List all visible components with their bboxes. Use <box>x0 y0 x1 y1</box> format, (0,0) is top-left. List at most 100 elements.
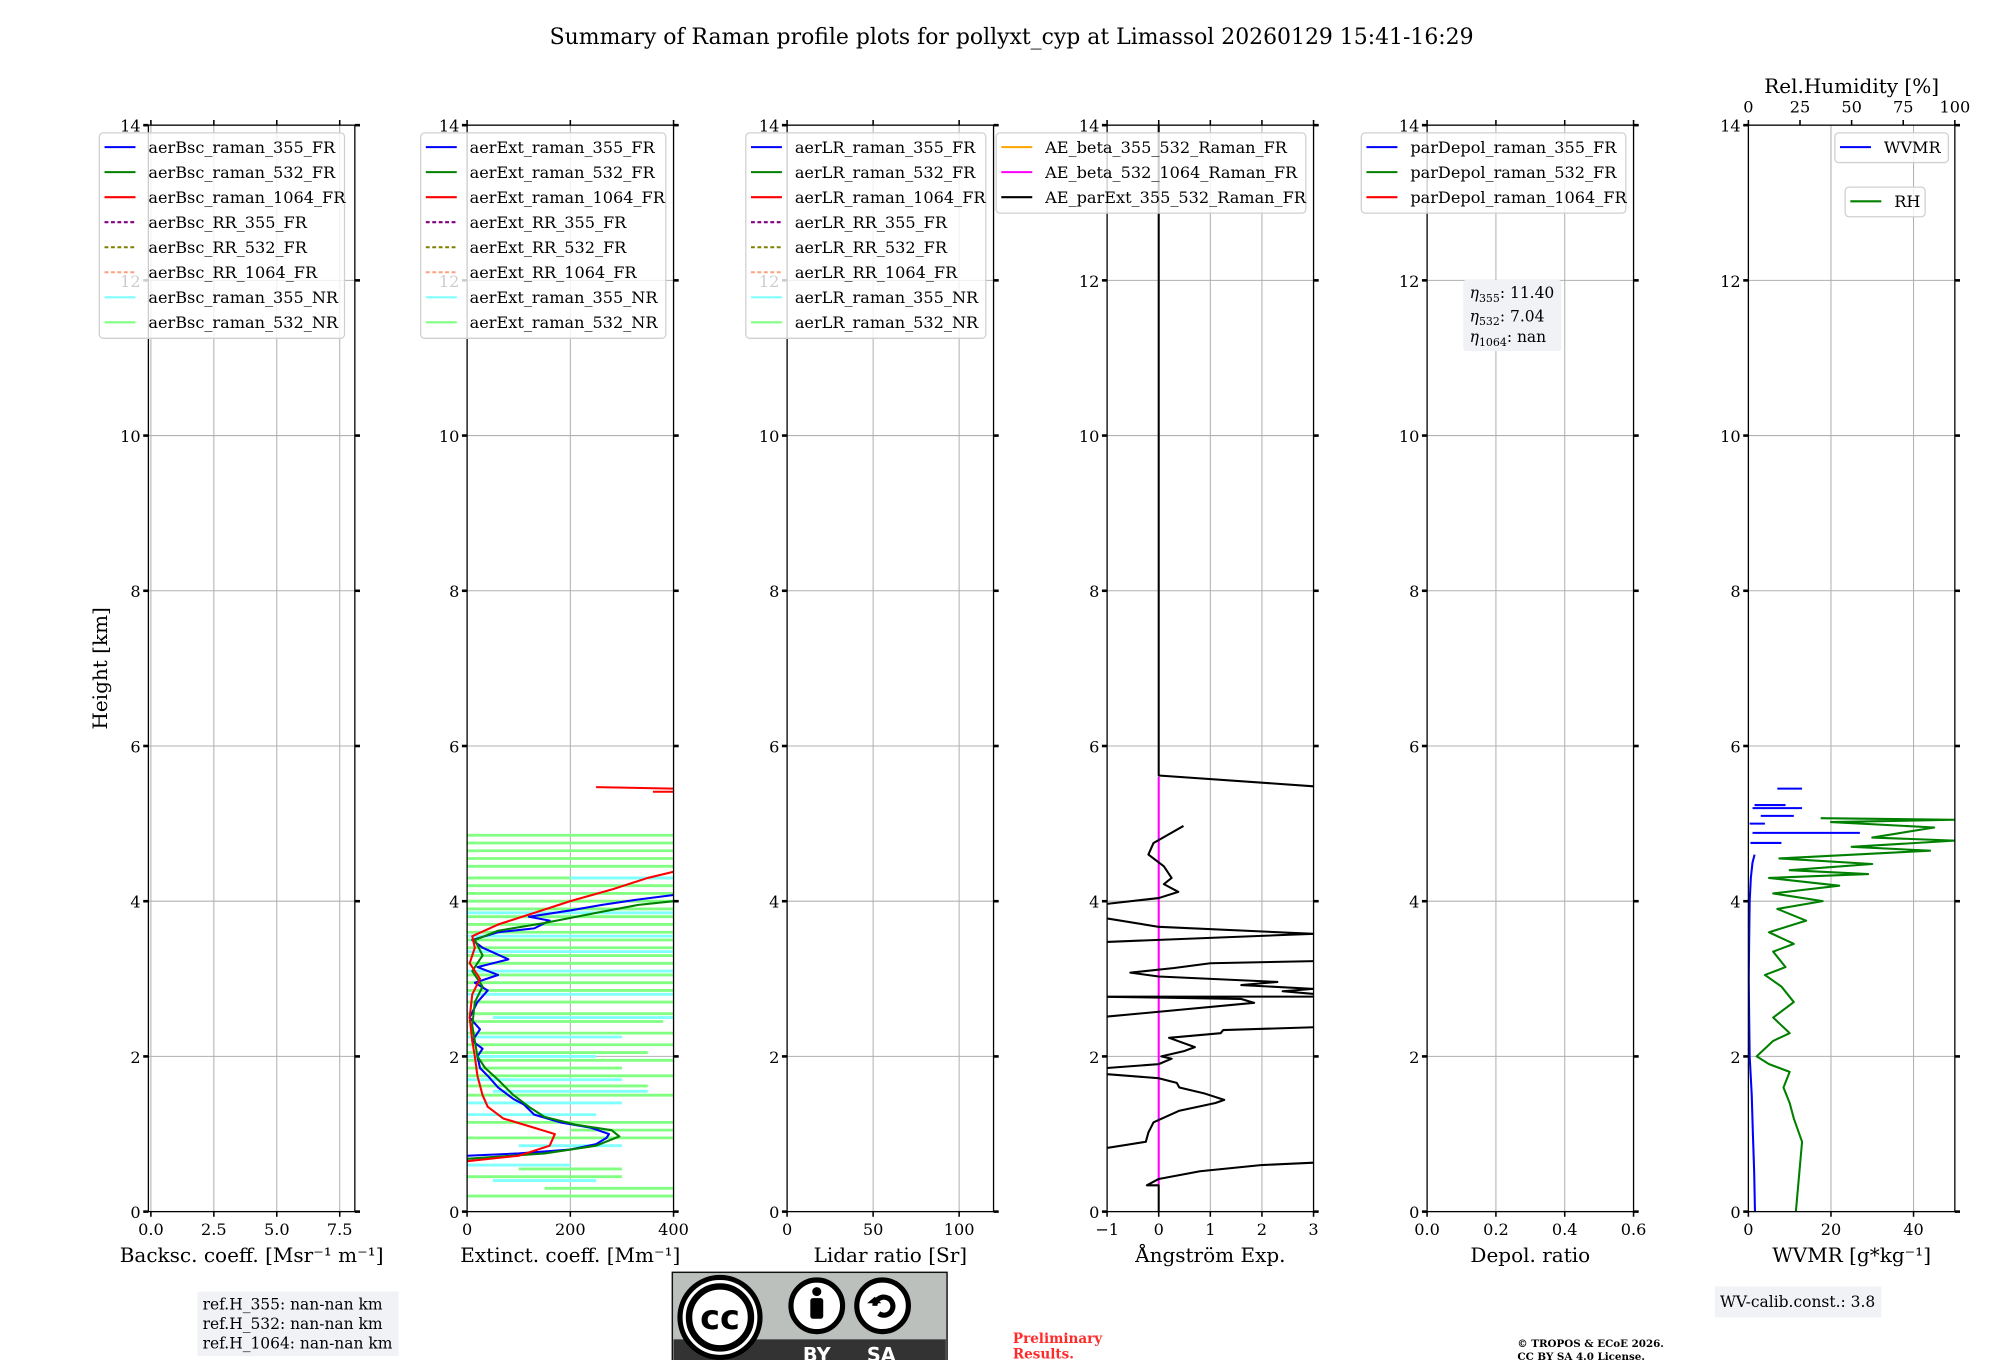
top-x-tick-label: 0 <box>1743 97 1753 116</box>
legend-label: aerBsc_raman_532_FR <box>148 163 336 182</box>
sa-label: SA <box>867 1343 896 1360</box>
series-AE_parExt_355_532_Raman_FR-part-4 <box>1129 960 1314 995</box>
x-axis-label: Backsc. coeff. [Msr⁻¹ m⁻¹] <box>120 1243 384 1267</box>
legend-wvmr: WVMR <box>1834 132 1950 164</box>
legend-label: AE_beta_532_1064_Raman_FR <box>1044 163 1298 182</box>
ref-height-532: ref.H_532: nan-nan km <box>203 1315 383 1333</box>
y-tick-label: 12 <box>1079 272 1100 291</box>
y-axis-label: Height [km] <box>88 607 112 729</box>
legend: aerBsc_raman_355_FR aerBsc_raman_532_FRae… <box>98 132 346 339</box>
y-tick-label: 8 <box>769 582 779 601</box>
legend-label: parDepol_raman_532_FR <box>1410 163 1617 182</box>
y-tick-label: 2 <box>769 1048 779 1067</box>
svg-text:η532: 7.04: η532: 7.04 <box>1470 307 1545 328</box>
x-tick-label: 5.0 <box>264 1220 290 1239</box>
panel-2: 024681012140200400Extinct. coeff. [Mm⁻¹]… <box>420 117 689 1267</box>
y-tick-label: 6 <box>1409 737 1419 756</box>
y-tick-label: 0 <box>130 1203 140 1222</box>
x-tick-label: 0.4 <box>1552 1220 1578 1239</box>
eta-value: : nan <box>1507 328 1546 346</box>
eta-sub: 1064 <box>1479 336 1507 349</box>
y-tick-label: 12 <box>1399 272 1420 291</box>
legend-label: aerLR_raman_355_FR <box>795 138 976 157</box>
plot-area <box>1748 787 1955 1212</box>
y-tick-label: 4 <box>130 893 140 912</box>
y-tick-label: 4 <box>1409 893 1419 912</box>
y-tick-label: 12 <box>1720 272 1740 291</box>
y-tick-label: 6 <box>449 737 459 756</box>
legend-label: parDepol_raman_1064_FR <box>1410 188 1627 207</box>
plot-area <box>1107 125 1314 1212</box>
y-tick-label: 10 <box>1720 427 1740 446</box>
y-tick-label: 14 <box>120 117 140 136</box>
y-tick-label: 2 <box>1730 1048 1740 1067</box>
x-tick-label: 200 <box>555 1220 586 1239</box>
y-tick-label: 8 <box>449 582 459 601</box>
legend-label: aerBsc_RR_532_FR <box>148 238 307 257</box>
y-tick-label: 8 <box>1089 582 1099 601</box>
x-tick-label: 400 <box>658 1220 689 1239</box>
legend-label: aerExt_raman_355_FR <box>470 138 656 157</box>
legend-label: aerBsc_raman_532_NR <box>148 313 339 332</box>
y-tick-label: 10 <box>439 427 460 446</box>
legend-label: aerLR_RR_1064_FR <box>795 263 958 282</box>
legend-label: aerExt_RR_532_FR <box>470 238 628 257</box>
legend-box <box>1844 186 1926 218</box>
y-tick-label: 0 <box>1089 1203 1099 1222</box>
legend-label: aerLR_RR_355_FR <box>795 213 948 232</box>
x-tick-label: 2 <box>1257 1220 1267 1239</box>
x-axis-label: Depol. ratio <box>1470 1243 1590 1267</box>
y-tick-label: 2 <box>1089 1048 1099 1067</box>
y-tick-label: 4 <box>449 893 459 912</box>
y-tick-label: 2 <box>449 1048 459 1067</box>
x-tick-label: 0.6 <box>1621 1220 1647 1239</box>
x-tick-label: 7.5 <box>327 1220 353 1239</box>
x-tick-label: 0.0 <box>138 1220 164 1239</box>
legend-label: aerLR_raman_532_NR <box>795 313 979 332</box>
y-tick-label: 6 <box>130 737 140 756</box>
eta-sub: 355 <box>1479 292 1500 305</box>
y-tick-label: 6 <box>769 737 779 756</box>
wv-calib-box: WV-calib.const.: 3.8 <box>1714 1286 1882 1318</box>
top-x-tick-label: 25 <box>1790 97 1811 116</box>
y-tick-label: 8 <box>1409 582 1419 601</box>
series-WVMR <box>1748 854 1756 1212</box>
y-tick-label: 8 <box>1730 582 1740 601</box>
legend-label: aerBsc_raman_1064_FR <box>148 188 346 207</box>
sa-share-alike-icon <box>854 1277 911 1335</box>
axes-frame <box>1426 124 1635 1213</box>
series-AE_parExt_355_532_Raman_FR-part-5 <box>1107 917 1314 943</box>
series-AE_parExt_355_532_Raman_FR-part-6 <box>1107 825 1184 905</box>
series-aerExt_raman_532_FR <box>467 900 674 1160</box>
legend-label: aerLR_raman_355_NR <box>795 288 979 307</box>
series-AE_parExt_355_532_Raman_FR-part-3 <box>1107 995 1314 1018</box>
legend-label: RH <box>1894 192 1920 211</box>
top-x-tick-label: 100 <box>1939 97 1970 116</box>
x-tick-label: 0 <box>462 1220 472 1239</box>
series-AE_parExt_355_532_Raman_FR-part-2 <box>1107 1026 1314 1070</box>
legend-box <box>1360 132 1627 214</box>
y-tick-label: 4 <box>1730 893 1740 912</box>
panel-5: 0 2 4 6 8 10 12 14 0.0 0.2 0.4 0.6 Depol. ratio parDe… <box>1360 117 1647 1267</box>
y-tick-label: 14 <box>759 117 780 136</box>
x-tick-label: 1 <box>1205 1220 1215 1239</box>
legend-label: aerExt_RR_1064_FR <box>470 263 638 282</box>
preliminary-note: Preliminary <box>1013 1331 1103 1347</box>
top-x-tick-label: 75 <box>1893 97 1914 116</box>
axes-frame <box>147 124 356 1213</box>
y-tick-label: 0 <box>1730 1203 1740 1222</box>
svg-text:η1064: nan: η1064: nan <box>1470 328 1546 349</box>
x-tick-label: 0 <box>1743 1220 1753 1239</box>
x-tick-label: 40 <box>1903 1220 1923 1239</box>
legend-label: aerBsc_raman_355_NR <box>148 288 339 307</box>
legend-label: WVMR <box>1884 138 1942 157</box>
legend-label: aerExt_raman_532_NR <box>470 313 659 332</box>
series-AE_parExt_355_532_Raman_FR-part-1 <box>1107 1073 1226 1149</box>
x-axis-label: Ångström Exp. <box>1134 1242 1285 1267</box>
ref-height-355: ref.H_355: nan-nan km <box>203 1296 383 1314</box>
series-aerExt_raman_1064_FR-part-1 <box>596 786 674 790</box>
series-aerExt_raman_355_FR <box>467 893 674 1157</box>
panel-3: 02468101214050100Lidar ratio [Sr]aerLR_r… <box>745 117 999 1267</box>
